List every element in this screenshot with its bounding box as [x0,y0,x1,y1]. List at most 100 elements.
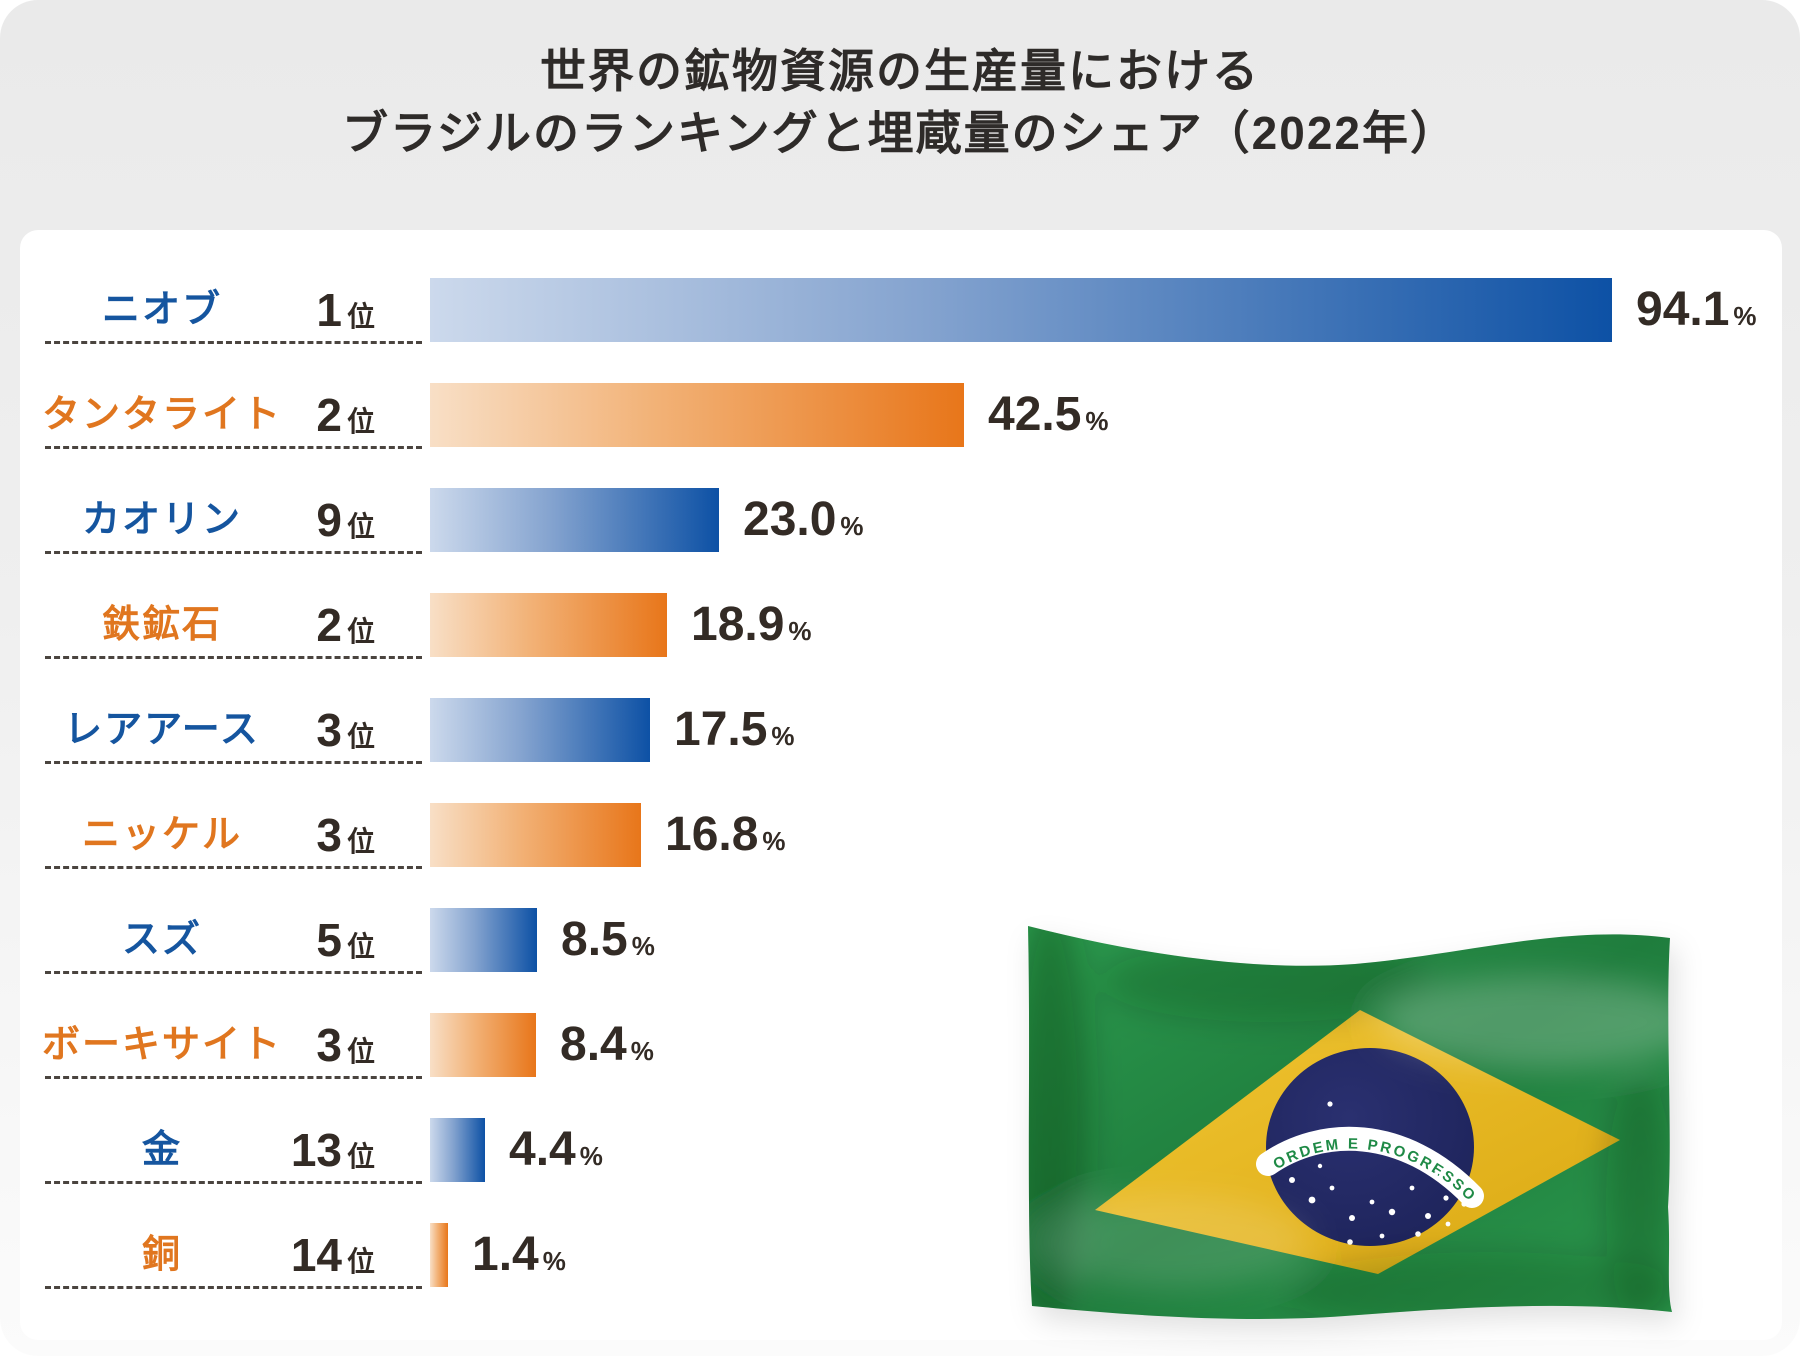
value-bar [430,1118,485,1182]
value-number: 16.8 [665,808,759,861]
value-bar [430,488,719,552]
row-divider [45,1223,422,1289]
brazil-flag-image: ORDEM E PROGRESSO [1020,912,1685,1332]
rank: 13 位 [245,1118,375,1182]
rank-unit: 位 [346,721,375,752]
chart-row: カオリン 9 位 23.0% [20,488,1782,603]
mineral-label: スズ [121,919,202,961]
rank-unit: 位 [346,1246,375,1277]
value-bar [430,698,650,762]
percent-sign: % [1085,406,1109,436]
mineral-label: 鉄鉱石 [101,604,222,646]
page-title-line1: 世界の鉱物資源の生産量における [540,45,1260,97]
rank-number: 2 [316,389,342,441]
page-title-line2: ブラジルのランキングと埋蔵量のシェア（2022年） [341,107,1459,159]
mineral-label: レアアース [64,709,260,751]
value-label: 94.1% [1636,278,1757,342]
value-number: 18.9 [691,598,785,651]
rank-number: 5 [316,914,342,966]
rank: 14 位 [245,1223,375,1287]
value-label: 8.5% [561,908,655,972]
chart-row: スズ 5 位 8.5% [20,908,1782,1023]
row-divider [45,278,422,344]
value-label: 16.8% [665,803,786,867]
value-label: 42.5% [988,383,1109,447]
value-label: 18.9% [691,593,812,657]
rank-unit: 位 [346,301,375,332]
percent-sign: % [1733,301,1757,331]
rank-unit: 位 [346,826,375,857]
chart-row: ニオブ 1 位 94.1% [20,278,1782,393]
rank-number: 13 [290,1124,342,1176]
mineral-label: 銅 [141,1234,182,1276]
rank-unit: 位 [346,1141,375,1172]
value-label: 4.4% [509,1118,603,1182]
value-number: 4.4 [509,1123,576,1176]
percent-sign: % [631,931,655,961]
percent-sign: % [788,616,812,646]
mineral-label: タンタライト [41,394,282,436]
value-bar [430,1013,536,1077]
value-label: 23.0% [743,488,864,552]
flag-banner [1256,1126,1484,1208]
chart-row: レアアース 3 位 17.5% [20,698,1782,813]
row-divider [45,1013,422,1079]
value-label: 17.5% [674,698,795,762]
brazil-flag-svg: ORDEM E PROGRESSO [1028,926,1672,1319]
rank-number: 3 [316,809,342,861]
value-number: 8.5 [561,913,628,966]
page-title: 世界の鉱物資源の生産量における ブラジルのランキングと埋蔵量のシェア（2022年… [0,40,1800,164]
rank-unit: 位 [346,931,375,962]
row-divider [45,593,422,659]
chart-row: タンタライト 2 位 42.5% [20,383,1782,498]
rank-number: 2 [316,599,342,651]
value-number: 8.4 [560,1018,627,1071]
value-bar [430,908,537,972]
value-number: 1.4 [472,1228,539,1281]
row-divider [45,698,422,764]
row-divider [45,1118,422,1184]
rank-number: 3 [316,1019,342,1071]
mineral-label: カオリン [81,499,242,541]
chart-row: ニッケル 3 位 16.8% [20,803,1782,918]
rank-number: 3 [316,704,342,756]
rank-number: 9 [316,494,342,546]
percent-sign: % [762,826,786,856]
rank-unit: 位 [346,511,375,542]
rank-unit: 位 [346,1036,375,1067]
row-divider [45,803,422,869]
value-bar [430,803,641,867]
mineral-label: ニオブ [101,289,222,331]
rank-number: 14 [290,1229,342,1281]
percent-sign: % [840,511,864,541]
row-divider [45,383,422,449]
value-bar [430,383,964,447]
mineral-label: ニッケル [81,814,242,856]
value-number: 23.0 [743,493,837,546]
rank-unit: 位 [346,406,375,437]
chart-row: 金 13 位 4.4% [20,1118,1782,1233]
value-label: 1.4% [472,1223,566,1287]
flag-stars [1289,1101,1467,1245]
value-number: 17.5 [674,703,768,756]
row-divider [45,488,422,554]
chart-row: 銅 14 位 1.4% [20,1223,1782,1338]
value-number: 94.1 [1636,283,1730,336]
row-divider [45,908,422,974]
value-label: 8.4% [560,1013,654,1077]
percent-sign: % [771,721,795,751]
percent-sign: % [630,1036,654,1066]
rank-number: 1 [316,284,342,336]
chart-row: 鉄鉱石 2 位 18.9% [20,593,1782,708]
rank-unit: 位 [346,616,375,647]
chart-row: ボーキサイト 3 位 8.4% [20,1013,1782,1128]
mineral-label: ボーキサイト [41,1024,282,1066]
